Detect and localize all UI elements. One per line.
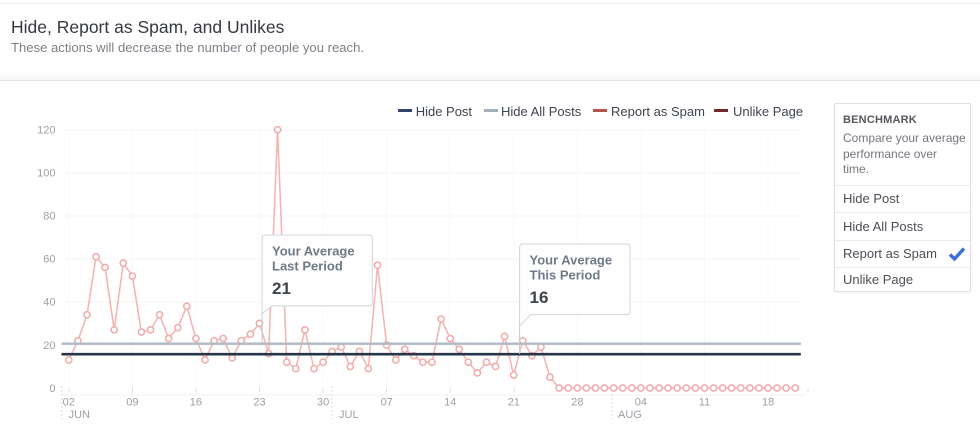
svg-text:Your Average: Your Average bbox=[272, 244, 355, 259]
svg-text:80: 80 bbox=[43, 211, 55, 223]
svg-text:Your Average: Your Average bbox=[530, 253, 613, 268]
svg-text:04: 04 bbox=[635, 397, 647, 409]
svg-text:21: 21 bbox=[508, 397, 520, 409]
svg-text:21: 21 bbox=[272, 279, 291, 298]
svg-text:40: 40 bbox=[43, 297, 55, 309]
svg-text:14: 14 bbox=[444, 397, 456, 409]
svg-text:23: 23 bbox=[253, 397, 265, 409]
svg-text:JUL: JUL bbox=[339, 409, 359, 421]
svg-text:Last Period: Last Period bbox=[272, 258, 343, 273]
svg-text:AUG: AUG bbox=[618, 409, 642, 421]
svg-text:120: 120 bbox=[37, 125, 55, 137]
svg-text:JUN: JUN bbox=[69, 409, 90, 421]
svg-text:28: 28 bbox=[571, 397, 583, 409]
svg-text:16: 16 bbox=[530, 288, 549, 307]
svg-text:18: 18 bbox=[762, 397, 774, 409]
svg-text:This Period: This Period bbox=[530, 267, 601, 282]
svg-text:0: 0 bbox=[49, 383, 55, 395]
svg-text:02: 02 bbox=[63, 397, 75, 409]
svg-text:30: 30 bbox=[317, 397, 329, 409]
svg-text:07: 07 bbox=[381, 397, 393, 409]
svg-text:16: 16 bbox=[190, 397, 202, 409]
svg-text:60: 60 bbox=[43, 254, 55, 266]
svg-text:09: 09 bbox=[126, 397, 138, 409]
svg-text:20: 20 bbox=[43, 340, 55, 352]
svg-text:11: 11 bbox=[699, 397, 710, 409]
svg-text:100: 100 bbox=[37, 168, 55, 180]
